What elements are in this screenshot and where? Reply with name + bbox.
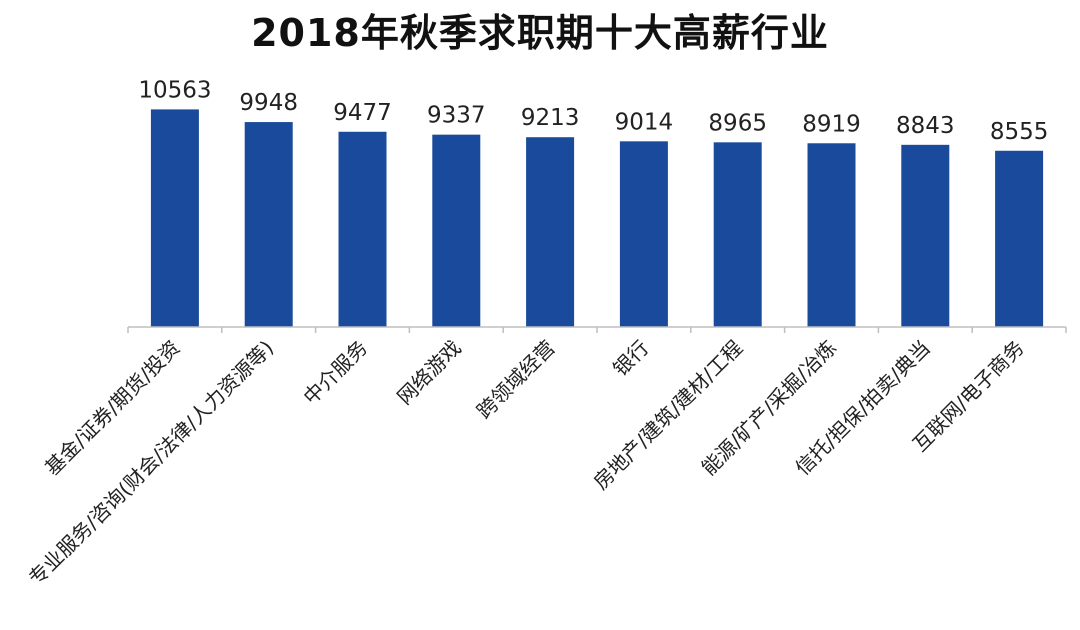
bar xyxy=(338,131,387,327)
category-label: 中介服务 xyxy=(298,336,372,410)
bar-value-label: 9337 xyxy=(427,103,486,129)
x-axis xyxy=(127,326,1067,333)
bar xyxy=(432,134,481,327)
bar-value-label: 9213 xyxy=(521,105,580,131)
bar-value-label: 8555 xyxy=(990,119,1049,145)
category-label: 跨领域经营 xyxy=(472,336,560,424)
bar xyxy=(807,143,856,327)
bar xyxy=(150,109,199,328)
bar xyxy=(995,150,1044,327)
bar-value-label: 10563 xyxy=(138,77,211,103)
chart-title: 2018年秋季求职期十大高薪行业 xyxy=(251,11,829,55)
category-label: 网络游戏 xyxy=(392,336,466,410)
bar xyxy=(619,141,668,327)
bar-value-label: 8919 xyxy=(802,111,861,137)
bars-group xyxy=(150,109,1044,328)
bar-value-label: 8843 xyxy=(896,113,955,139)
category-labels-group: 基金/证券/期货/投资专业服务/咨询(财会/法律/人力资源等) 中介服务 网络游戏跨… xyxy=(24,336,1029,590)
bar xyxy=(244,122,293,327)
category-label: 银行 xyxy=(608,336,653,381)
bar xyxy=(901,144,950,327)
bar xyxy=(526,137,575,327)
bar-value-label: 9014 xyxy=(615,109,674,135)
value-labels-group: 10563 9948 9477 9337 9213 9014 8965 8919 8843 855… xyxy=(138,77,1048,144)
bar-value-label: 9477 xyxy=(333,100,392,126)
bar-value-label: 9948 xyxy=(239,90,298,116)
bar xyxy=(713,142,762,327)
bar-value-label: 8965 xyxy=(708,110,767,136)
